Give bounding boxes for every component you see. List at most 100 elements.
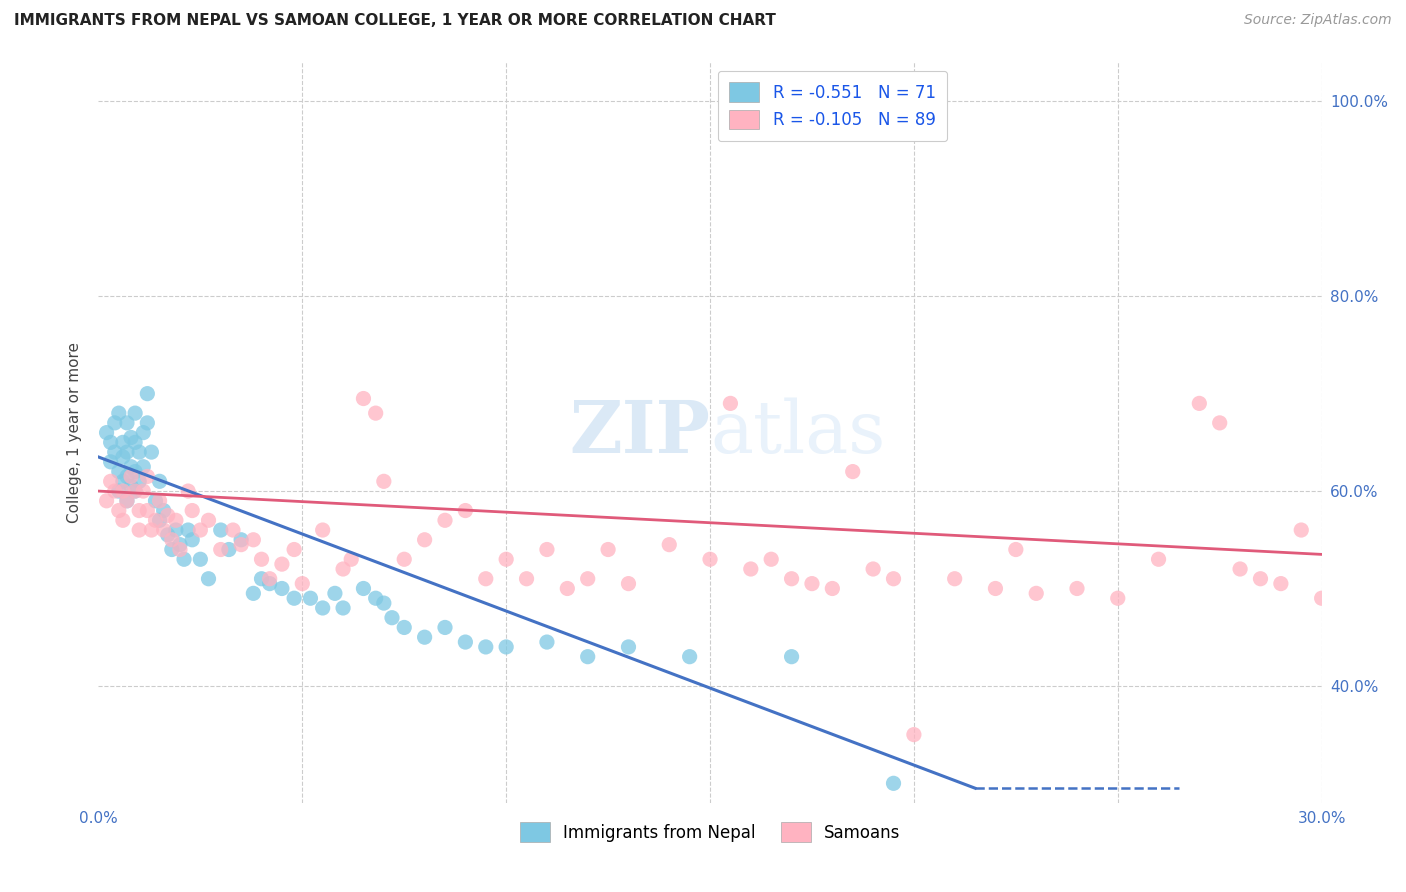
Point xyxy=(209,523,232,537)
Point xyxy=(373,475,395,489)
Point xyxy=(392,620,416,634)
Point xyxy=(617,640,640,654)
Point xyxy=(862,562,884,576)
Point xyxy=(434,513,457,527)
Point xyxy=(115,469,138,483)
Point xyxy=(740,562,762,576)
Point xyxy=(434,620,457,634)
Point xyxy=(136,503,159,517)
Point xyxy=(658,538,681,552)
Point xyxy=(108,465,131,479)
Point xyxy=(801,576,824,591)
Point xyxy=(115,493,138,508)
Point xyxy=(576,649,599,664)
Point xyxy=(1209,416,1232,430)
Point xyxy=(111,513,134,527)
Point xyxy=(100,435,122,450)
Point xyxy=(392,552,416,566)
Point xyxy=(1025,586,1047,600)
Point xyxy=(352,392,374,406)
Point xyxy=(242,586,264,600)
Point xyxy=(761,552,783,566)
Point xyxy=(218,542,240,557)
Point xyxy=(132,459,155,474)
Point xyxy=(108,503,131,517)
Point xyxy=(516,572,538,586)
Point xyxy=(100,455,122,469)
Point xyxy=(104,416,127,430)
Point xyxy=(141,523,163,537)
Point xyxy=(181,503,204,517)
Point xyxy=(149,513,172,527)
Point xyxy=(177,523,200,537)
Point xyxy=(188,523,212,537)
Point xyxy=(1291,523,1313,537)
Point xyxy=(136,469,159,483)
Point xyxy=(1147,552,1170,566)
Point xyxy=(111,475,134,489)
Point xyxy=(242,533,264,547)
Point xyxy=(96,425,118,440)
Point xyxy=(120,479,142,493)
Point xyxy=(536,542,558,557)
Point xyxy=(181,533,204,547)
Point xyxy=(883,776,905,790)
Point xyxy=(780,572,803,586)
Point xyxy=(120,430,142,444)
Point xyxy=(111,484,134,499)
Point xyxy=(141,445,163,459)
Point xyxy=(177,484,200,499)
Point xyxy=(984,582,1007,596)
Point xyxy=(152,523,174,537)
Point xyxy=(104,445,127,459)
Point xyxy=(474,572,498,586)
Point xyxy=(120,469,142,483)
Point xyxy=(120,459,142,474)
Point xyxy=(1310,591,1333,606)
Point xyxy=(188,552,212,566)
Point xyxy=(124,406,146,420)
Point xyxy=(718,396,742,410)
Point xyxy=(495,640,517,654)
Y-axis label: College, 1 year or more: College, 1 year or more xyxy=(67,343,83,523)
Point xyxy=(291,576,314,591)
Point xyxy=(1392,416,1406,430)
Point xyxy=(312,523,335,537)
Point xyxy=(332,601,354,615)
Point xyxy=(115,416,138,430)
Point xyxy=(169,538,191,552)
Point xyxy=(381,611,404,625)
Point xyxy=(197,572,219,586)
Point xyxy=(699,552,721,566)
Point xyxy=(104,484,127,499)
Point xyxy=(108,406,131,420)
Point xyxy=(943,572,966,586)
Point xyxy=(598,542,620,557)
Point xyxy=(111,450,134,464)
Point xyxy=(128,523,150,537)
Point xyxy=(454,635,477,649)
Point xyxy=(270,582,294,596)
Point xyxy=(259,576,281,591)
Point xyxy=(352,582,374,596)
Point xyxy=(312,601,335,615)
Point xyxy=(169,542,191,557)
Point xyxy=(1107,591,1129,606)
Point xyxy=(454,503,477,517)
Point xyxy=(124,484,146,499)
Point xyxy=(124,465,146,479)
Point xyxy=(1066,582,1088,596)
Point xyxy=(132,425,155,440)
Point xyxy=(145,513,167,527)
Point xyxy=(209,542,232,557)
Point xyxy=(1188,396,1211,410)
Point xyxy=(283,542,305,557)
Text: Source: ZipAtlas.com: Source: ZipAtlas.com xyxy=(1244,13,1392,28)
Point xyxy=(1270,576,1292,591)
Point xyxy=(149,493,172,508)
Point xyxy=(299,591,322,606)
Point xyxy=(1351,591,1374,606)
Point xyxy=(96,493,118,508)
Point xyxy=(555,582,579,596)
Point xyxy=(1229,562,1251,576)
